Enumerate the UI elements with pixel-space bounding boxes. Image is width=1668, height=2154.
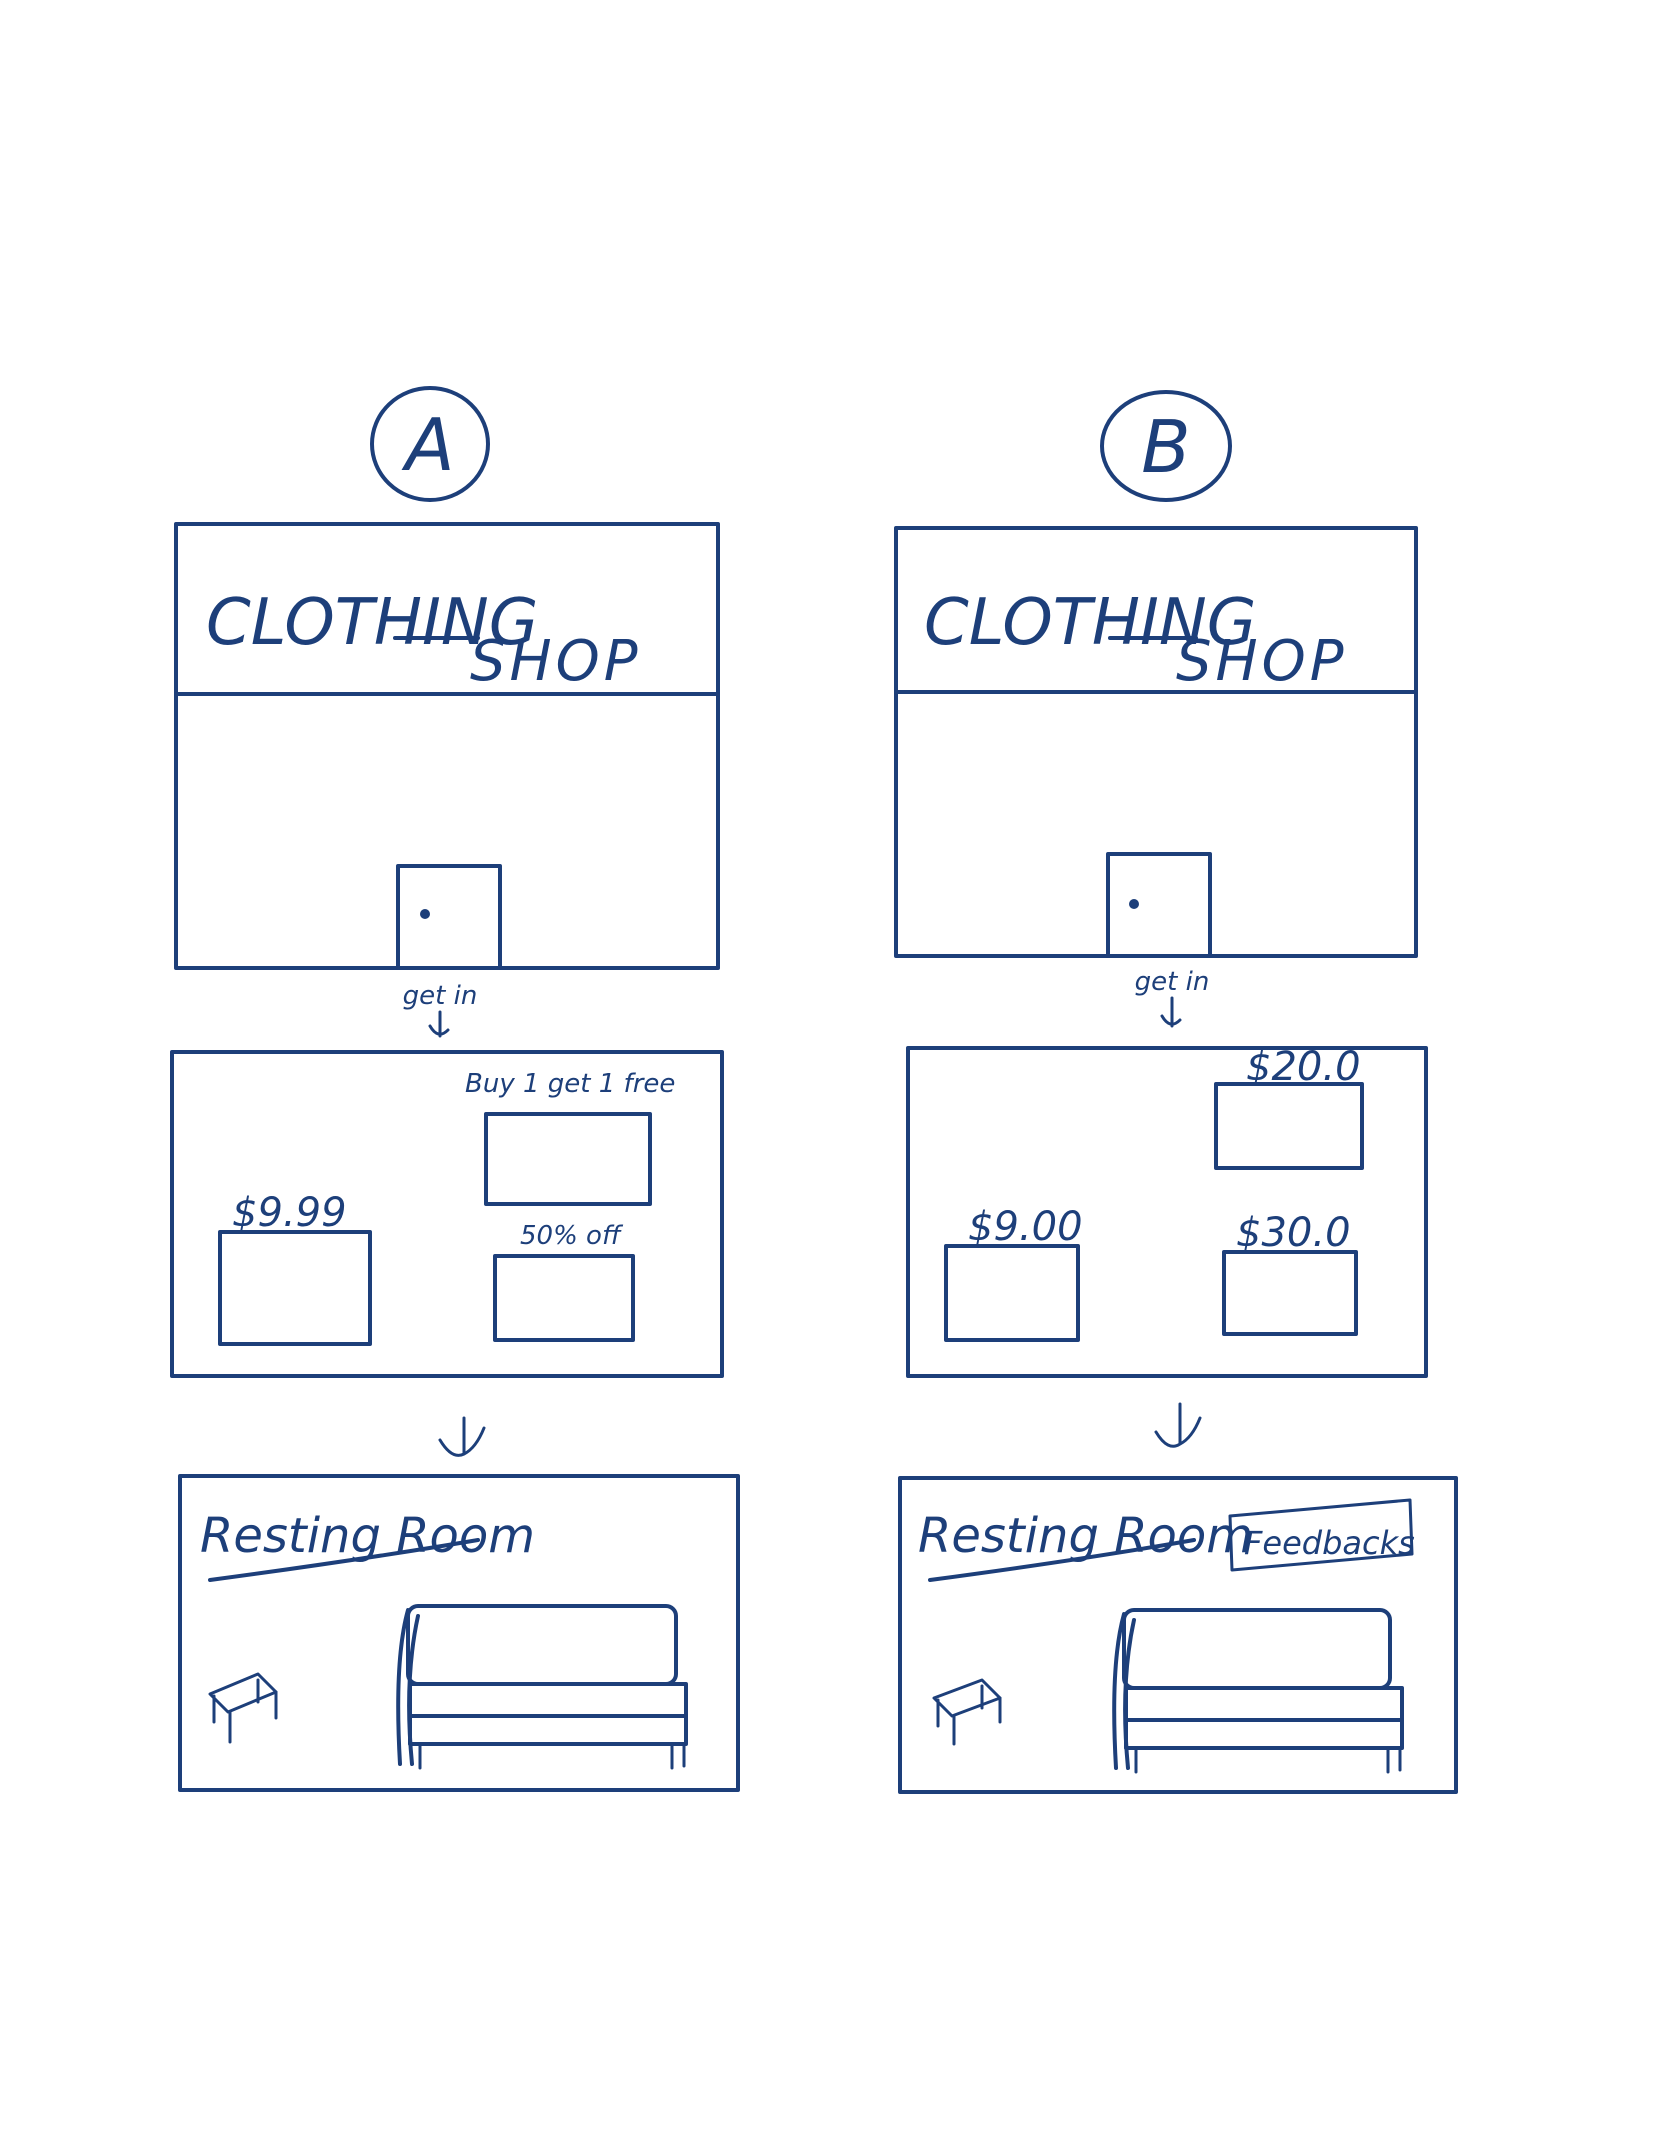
panel-a-arrow-to-room	[438, 1416, 486, 1457]
panel-b-feedback-button[interactable]: Feedbacks	[1228, 1498, 1415, 1572]
panel-b-enter-label: get in	[1135, 967, 1210, 997]
panel-a-tag-promo: Buy 1 get 1 free	[465, 1069, 675, 1099]
panel-a-room-title: Resting Room	[200, 1508, 535, 1564]
panel-b-store-interior	[906, 1046, 1428, 1378]
panel-a-rack-left	[218, 1230, 372, 1346]
panel-a-room-underline	[208, 1538, 480, 1582]
panel-b-rack-left	[944, 1244, 1080, 1342]
panel-b-rack-top	[1214, 1082, 1364, 1170]
panel-b-resting-room	[898, 1476, 1458, 1794]
panel-b-label: B	[1141, 405, 1190, 489]
panel-b-label-circle	[1100, 390, 1232, 502]
panel-a-label-circle	[370, 386, 490, 502]
panel-b-feedback-label: Feedbacks	[1244, 1524, 1415, 1562]
panel-a-shop-title: CLOTHING	[206, 586, 538, 660]
panel-a-rack-top	[484, 1112, 652, 1206]
panel-b-shop-subtitle: SHOP	[1176, 629, 1348, 694]
panel-b-table	[932, 1678, 1002, 1746]
panel-a-enter-arrow	[428, 1010, 450, 1038]
panel-b-sofa	[1112, 1608, 1404, 1774]
panel-a-tag-discount: 50% off	[520, 1221, 624, 1251]
panel-a-door[interactable]	[396, 864, 502, 970]
panel-b-door-knob	[1129, 899, 1139, 909]
panel-a-enter-label: get in	[403, 981, 478, 1011]
panel-a-label: A	[401, 403, 454, 487]
panel-b-tag-right: $30.0	[1236, 1210, 1351, 1256]
panel-a-table	[208, 1672, 278, 1744]
panel-a-sofa	[396, 1604, 688, 1770]
panel-b-arrow-to-room	[1154, 1402, 1202, 1448]
panel-a-store-interior	[170, 1050, 724, 1378]
panel-a-resting-room	[178, 1474, 740, 1792]
panel-a: A CLOTHING SHOP get in Buy 1 get 1 free …	[170, 386, 740, 1792]
panel-b-tag-left: $9.00	[968, 1204, 1083, 1250]
panel-b-door[interactable]	[1106, 852, 1212, 958]
panel-a-tag-price: $9.99	[232, 1190, 347, 1236]
panel-a-door-knob	[420, 909, 430, 919]
panel-b-room-underline	[928, 1538, 1196, 1582]
panel-b-enter-arrow	[1160, 996, 1182, 1028]
panel-b-rack-right	[1222, 1250, 1358, 1336]
panel-b: B CLOTHING SHOP get in $20.0 $9.00 $30.0…	[894, 390, 1458, 1794]
panel-b-room-title: Resting Room	[918, 1508, 1253, 1564]
panel-a-rack-right	[493, 1254, 635, 1342]
panel-a-shop-subtitle: SHOP	[470, 629, 642, 694]
panel-b-shop-title: CLOTHING	[924, 586, 1256, 660]
